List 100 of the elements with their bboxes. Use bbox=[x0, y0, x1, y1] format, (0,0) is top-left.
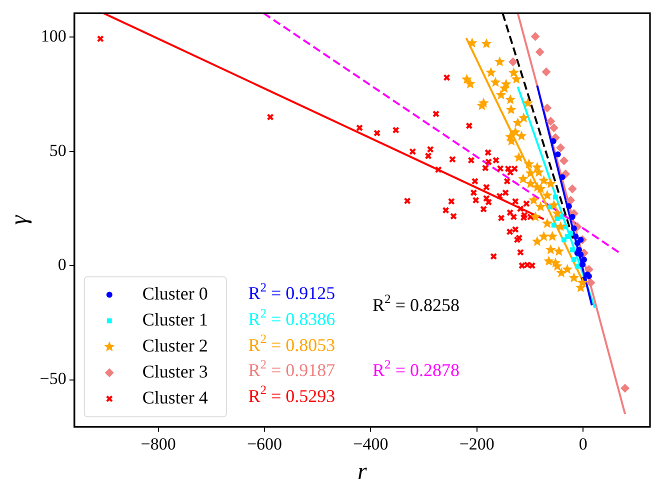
point bbox=[524, 158, 534, 169]
point bbox=[554, 246, 564, 256]
point bbox=[490, 252, 498, 260]
point bbox=[498, 214, 505, 222]
point bbox=[476, 100, 488, 110]
point bbox=[266, 114, 274, 121]
point bbox=[528, 262, 536, 270]
point bbox=[484, 148, 492, 156]
point bbox=[404, 197, 411, 205]
point bbox=[450, 212, 458, 220]
point bbox=[511, 74, 522, 84]
legend-label: Cluster 3 bbox=[142, 362, 208, 382]
point bbox=[535, 48, 544, 57]
legend-label: Cluster 1 bbox=[142, 310, 208, 330]
point bbox=[566, 203, 572, 210]
point bbox=[571, 257, 576, 262]
point bbox=[568, 230, 574, 236]
point bbox=[549, 123, 558, 132]
x-tick-label: −800 bbox=[140, 434, 176, 454]
point bbox=[553, 194, 558, 200]
point bbox=[482, 194, 490, 202]
point bbox=[552, 260, 563, 271]
point bbox=[514, 236, 521, 244]
point bbox=[506, 209, 514, 216]
y-tick-label: 50 bbox=[49, 140, 66, 160]
point bbox=[512, 226, 519, 234]
point bbox=[532, 182, 542, 192]
point bbox=[522, 98, 534, 108]
point bbox=[538, 175, 550, 186]
point bbox=[578, 236, 584, 243]
x-tick-label: 0 bbox=[578, 434, 588, 454]
point bbox=[514, 152, 524, 162]
point bbox=[518, 262, 526, 270]
point bbox=[510, 126, 521, 137]
point bbox=[522, 200, 530, 208]
point bbox=[516, 234, 523, 242]
point bbox=[620, 384, 630, 393]
point bbox=[542, 103, 552, 112]
point bbox=[482, 184, 490, 191]
point bbox=[532, 236, 542, 246]
point bbox=[494, 56, 505, 66]
point bbox=[490, 76, 501, 87]
point bbox=[516, 205, 524, 212]
point bbox=[432, 110, 440, 118]
point bbox=[443, 74, 450, 82]
point bbox=[496, 164, 504, 172]
point bbox=[373, 130, 381, 137]
legend-label: Cluster 0 bbox=[142, 284, 208, 304]
point bbox=[552, 208, 563, 218]
point bbox=[530, 211, 541, 222]
point bbox=[481, 38, 492, 48]
point bbox=[535, 201, 546, 212]
point bbox=[486, 67, 496, 78]
point bbox=[502, 189, 510, 196]
point bbox=[545, 244, 556, 254]
point bbox=[525, 178, 536, 188]
point bbox=[468, 156, 475, 164]
point bbox=[96, 35, 104, 42]
point bbox=[562, 237, 566, 242]
point bbox=[520, 212, 528, 219]
point bbox=[505, 94, 516, 104]
point bbox=[548, 200, 560, 210]
point bbox=[512, 198, 519, 205]
point bbox=[555, 221, 566, 232]
point bbox=[471, 178, 478, 185]
point bbox=[518, 112, 529, 122]
point bbox=[542, 218, 552, 228]
point bbox=[511, 165, 518, 172]
point bbox=[544, 256, 554, 266]
point bbox=[568, 184, 577, 194]
point bbox=[566, 196, 576, 205]
point bbox=[434, 166, 442, 174]
point bbox=[542, 190, 552, 200]
point bbox=[466, 122, 473, 130]
y-tick-label: 100 bbox=[40, 26, 66, 46]
point bbox=[586, 278, 596, 288]
point bbox=[356, 124, 364, 132]
point bbox=[448, 198, 455, 205]
point bbox=[508, 57, 518, 66]
point bbox=[496, 192, 504, 200]
point bbox=[506, 228, 514, 236]
point bbox=[547, 231, 558, 242]
legend-label: Cluster 4 bbox=[142, 388, 208, 408]
point bbox=[518, 174, 528, 184]
y-tick-label: 0 bbox=[58, 255, 66, 274]
point bbox=[559, 156, 568, 166]
point bbox=[551, 222, 556, 228]
point bbox=[506, 104, 516, 114]
point bbox=[510, 213, 518, 220]
point bbox=[554, 151, 561, 158]
point bbox=[538, 231, 550, 242]
point bbox=[524, 261, 531, 268]
point bbox=[570, 225, 577, 232]
point bbox=[442, 206, 450, 214]
point bbox=[530, 32, 540, 41]
x-axis-title: r bbox=[358, 458, 368, 485]
point bbox=[392, 126, 400, 134]
point bbox=[568, 272, 580, 282]
point bbox=[504, 178, 511, 185]
point bbox=[492, 156, 500, 164]
